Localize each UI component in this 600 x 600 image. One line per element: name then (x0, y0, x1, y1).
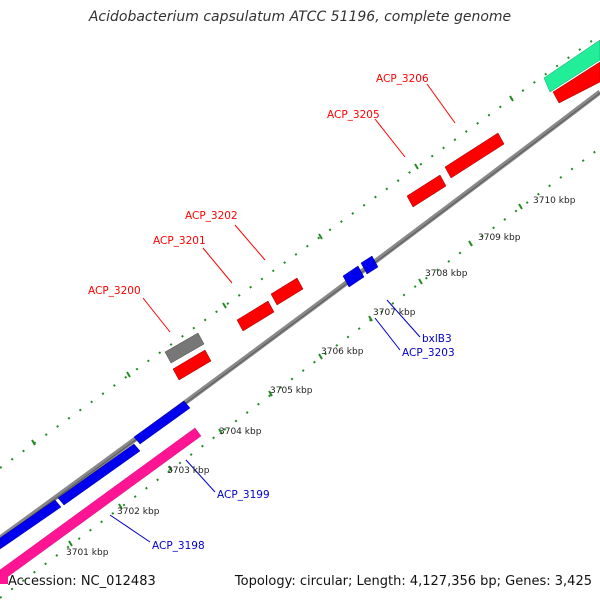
inner-major-ticks (68, 203, 523, 547)
label-acp-3200[interactable]: ACP_3200 (88, 285, 141, 297)
label-acp-3206[interactable]: ACP_3206 (376, 73, 429, 85)
tick-label-3707: 3707 kbp (373, 308, 416, 318)
accession-text: Accession: NC_012483 (8, 574, 156, 589)
rna-corner-block (0, 570, 8, 584)
forward-leader-lines (142, 83, 456, 333)
gene-acp-3199-block[interactable] (0, 499, 62, 550)
gene-acp-3203[interactable] (360, 255, 379, 275)
gene-acp-3205[interactable] (406, 174, 447, 208)
gene-bxlb3[interactable] (342, 265, 365, 288)
gene-acp-3202[interactable] (270, 277, 304, 306)
gene-acp-3201[interactable] (236, 300, 275, 332)
label-acp-3198[interactable]: ACP_3198 (152, 540, 205, 552)
tick-label-3701: 3701 kbp (66, 548, 109, 558)
tick-label-3704: 3704 kbp (219, 427, 262, 437)
tick-label-3709: 3709 kbp (478, 233, 521, 243)
gene-acp-3199-block-2[interactable] (57, 443, 141, 506)
label-bxlb3[interactable]: bxlB3 (422, 333, 452, 345)
pseudo-gene[interactable] (164, 332, 205, 364)
tick-label-3703: 3703 kbp (167, 466, 210, 476)
tick-label-3708: 3708 kbp (425, 269, 468, 279)
genome-backbone-shade (0, 92, 600, 540)
inner-dotted-guide (0, 147, 600, 599)
gene-acp-3200[interactable] (172, 349, 212, 381)
genome-summary-text: Topology: circular; Length: 4,127,356 bp… (234, 574, 592, 589)
gene-acp-3206[interactable] (444, 132, 505, 179)
reverse-leader-lines (109, 299, 421, 543)
outer-dotted-guide (0, 34, 600, 469)
label-acp-3201[interactable]: ACP_3201 (153, 235, 206, 247)
tick-label-3702: 3702 kbp (117, 507, 160, 517)
tick-label-3710: 3710 kbp (533, 196, 576, 206)
label-acp-3205[interactable]: ACP_3205 (327, 109, 380, 121)
tick-label-3706: 3706 kbp (321, 347, 364, 357)
label-acp-3199[interactable]: ACP_3199 (217, 489, 270, 501)
tick-label-3705: 3705 kbp (270, 386, 313, 396)
gene-teal[interactable] (543, 39, 600, 93)
outer-major-ticks (31, 95, 514, 446)
label-acp-3203[interactable]: ACP_3203 (402, 347, 455, 359)
gene-acp-3199-block-3[interactable] (133, 400, 191, 445)
genome-backbone (0, 90, 600, 541)
label-acp-3202[interactable]: ACP_3202 (185, 210, 238, 222)
gene-acp-3198-rna[interactable] (0, 427, 202, 583)
gene-red-upper-right[interactable] (552, 61, 600, 104)
map-title: Acidobacterium capsulatum ATCC 51196, co… (88, 9, 512, 25)
